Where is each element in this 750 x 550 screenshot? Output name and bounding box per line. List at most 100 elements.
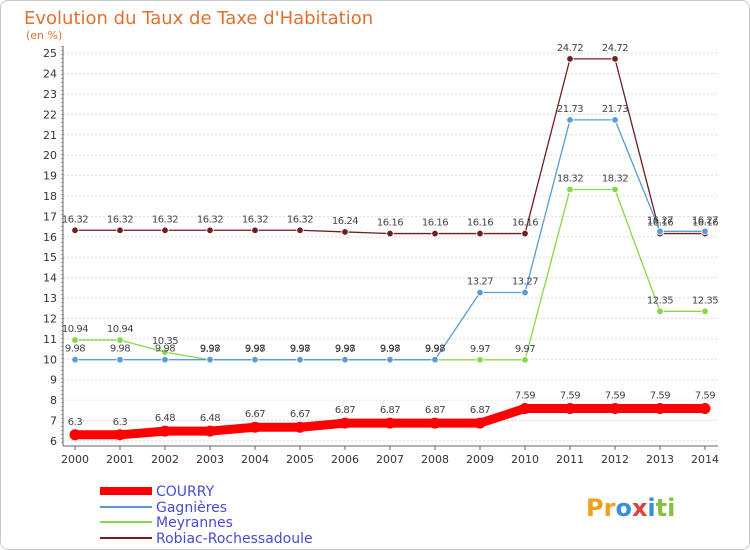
- data-point: [249, 421, 261, 433]
- y-tick-label: 24: [43, 68, 57, 81]
- logo-part: o: [615, 494, 632, 522]
- data-label: 16.16: [422, 218, 448, 229]
- data-label: 7.59: [605, 390, 625, 401]
- x-tick-label: 2010: [511, 453, 539, 466]
- logo-part: Pr: [586, 494, 616, 522]
- data-label: 6.48: [155, 413, 175, 424]
- data-point: [116, 336, 124, 344]
- data-point: [294, 421, 306, 433]
- data-point: [296, 226, 304, 234]
- proxiti-logo: Proxiti: [586, 494, 675, 522]
- grid-lines: [63, 46, 718, 446]
- data-point: [251, 355, 259, 364]
- y-tick-label: 6: [50, 435, 57, 448]
- data-label: 21.73: [602, 104, 628, 115]
- data-point: [71, 226, 79, 234]
- y-tick-label: 17: [43, 210, 57, 223]
- data-label: 16.27: [692, 215, 718, 226]
- data-point: [341, 355, 349, 364]
- logo-part: i: [647, 494, 655, 522]
- data-label: 7.59: [515, 390, 535, 401]
- data-label: 13.27: [467, 277, 493, 288]
- data-label: 9.97: [335, 344, 355, 355]
- data-point: [161, 226, 169, 234]
- data-point: [251, 226, 259, 234]
- data-label: 6.87: [470, 405, 490, 416]
- data-point: [161, 348, 169, 356]
- data-point: [699, 402, 711, 414]
- data-point: [521, 229, 529, 238]
- data-point: [564, 402, 576, 414]
- data-label: 16.16: [647, 218, 673, 229]
- data-label: 10.94: [107, 324, 133, 335]
- x-tick-label: 2002: [151, 453, 179, 466]
- data-point: [114, 429, 126, 441]
- y-tick-label: 11: [43, 333, 57, 346]
- data-point: [519, 402, 531, 414]
- data-point: [296, 355, 304, 364]
- y-tick-label: 18: [43, 190, 57, 203]
- x-tick-label: 2003: [196, 453, 224, 466]
- data-label: 16.32: [197, 214, 223, 225]
- data-label: 9.98: [110, 344, 130, 355]
- data-label: 6.87: [335, 405, 355, 416]
- data-label: 6.3: [68, 417, 83, 428]
- logo-part: ti: [656, 494, 676, 522]
- y-tick-label: 20: [43, 149, 57, 162]
- x-tick-label: 2005: [286, 453, 314, 466]
- data-label: 6.87: [380, 405, 400, 416]
- y-tick-label: 13: [43, 292, 57, 305]
- data-label: 16.27: [647, 215, 673, 226]
- data-point: [161, 355, 169, 364]
- data-point: [474, 417, 486, 429]
- data-label: 10.94: [62, 324, 88, 335]
- y-tick-label: 22: [43, 108, 57, 121]
- data-label: 16.16: [512, 218, 538, 229]
- data-label: 16.32: [242, 214, 268, 225]
- legend-label: Robiac-Rochessadoule: [156, 531, 313, 547]
- data-label: 7.59: [695, 390, 715, 401]
- y-tick-label: 14: [43, 272, 57, 285]
- data-point: [431, 355, 439, 364]
- series-gagni-res: 9.98 9.98 9.98 9.98 9.98 9.98 9.98 9.98 9.98 13.2…: [65, 104, 719, 364]
- x-tick-label: 2011: [556, 453, 584, 466]
- data-point: [206, 355, 214, 364]
- data-label: 18.32: [602, 173, 628, 184]
- data-label: 21.73: [557, 104, 583, 115]
- chart-unit-label: (en %): [26, 29, 62, 42]
- data-point: [384, 417, 396, 429]
- data-point: [116, 226, 124, 234]
- data-label: 9.98: [425, 344, 445, 355]
- data-label: 9.98: [290, 344, 310, 355]
- x-tick-label: 2014: [691, 453, 719, 466]
- data-point: [611, 185, 619, 194]
- data-label: 6.48: [200, 413, 220, 424]
- series-courry: 6.3 6.3 6.48 6.48 6.67 6.67 6.87 6.87 6.87 6.87 7.…: [68, 390, 716, 441]
- data-label: 16.16: [467, 218, 493, 229]
- data-label: 9.98: [335, 344, 355, 355]
- data-point: [701, 227, 709, 236]
- data-label: 13.27: [512, 277, 538, 288]
- data-label: 9.98: [245, 344, 265, 355]
- data-label: 9.97: [470, 344, 490, 355]
- data-point: [476, 356, 484, 364]
- data-point: [431, 229, 439, 238]
- data-point: [429, 417, 441, 429]
- data-point: [566, 185, 574, 194]
- data-point: [656, 307, 664, 316]
- data-label: 12.35: [692, 295, 718, 306]
- data-point: [566, 116, 574, 124]
- x-tick-label: 2006: [331, 453, 359, 466]
- data-label: 24.72: [602, 43, 628, 54]
- data-point: [521, 288, 529, 297]
- data-label: 9.97: [380, 344, 400, 355]
- data-label: 9.98: [155, 344, 175, 355]
- legend: COURRYGagnièresMeyrannesRobiac-Rochessad…: [100, 484, 313, 547]
- data-point: [654, 402, 666, 414]
- data-point: [476, 229, 484, 238]
- x-tick-label: 2008: [421, 453, 449, 466]
- y-tick-label: 9: [50, 374, 57, 387]
- y-tick-label: 23: [43, 88, 57, 101]
- data-label: 16.24: [332, 216, 358, 227]
- data-point: [611, 55, 619, 63]
